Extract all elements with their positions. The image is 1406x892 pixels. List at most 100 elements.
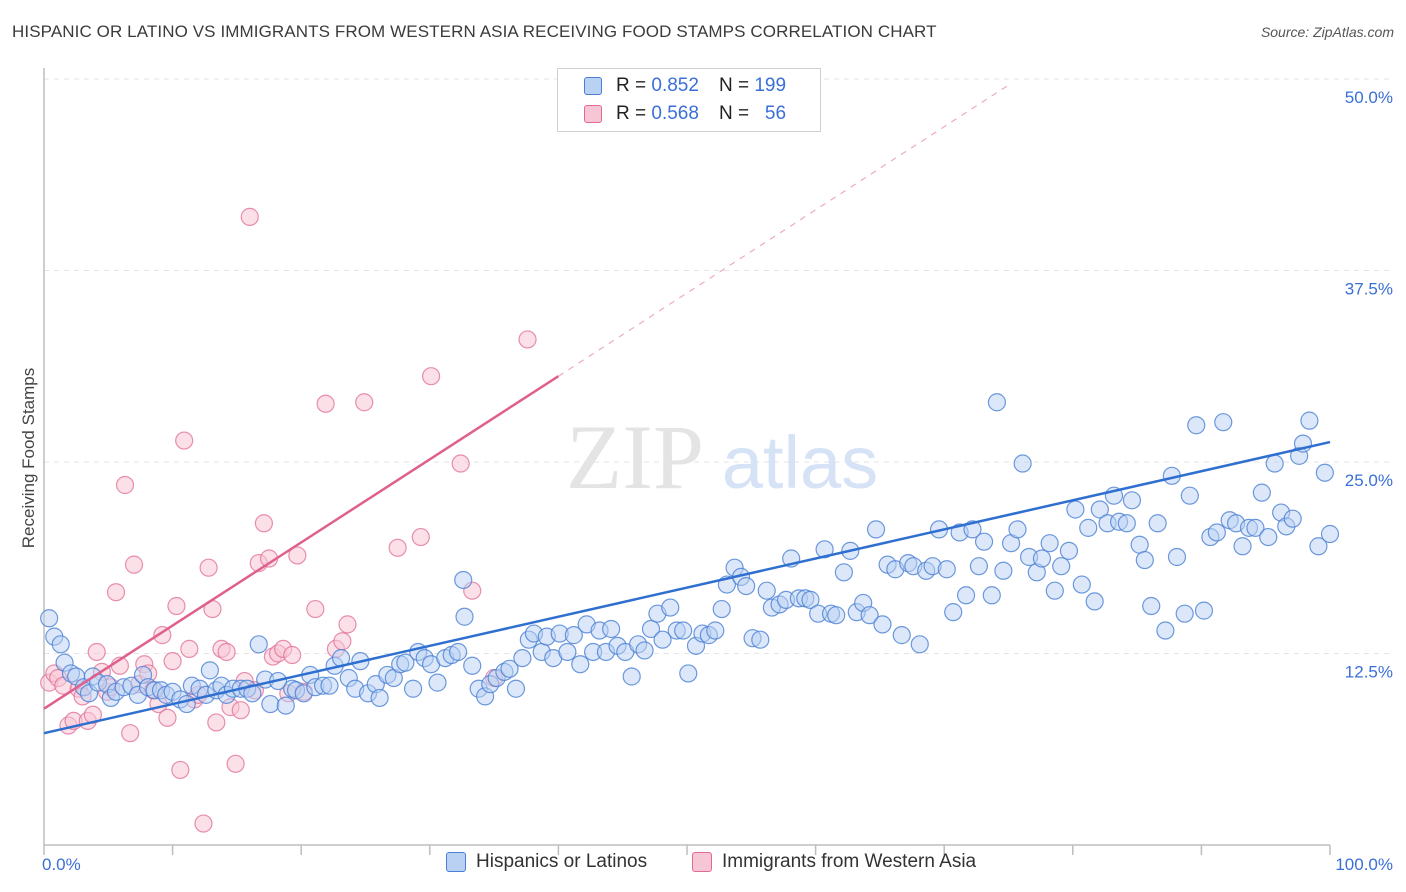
pink-point [316,394,335,413]
blue-point [987,393,1007,412]
blue-point [1233,537,1252,556]
pink-point [355,393,374,412]
blue-point [661,598,680,617]
blue-point [370,688,389,708]
blue-point [40,609,59,628]
blue-point [860,606,879,625]
pink-point [163,652,182,671]
blue-point [757,581,776,600]
y-axis-label: Receiving Food Stamps [19,368,38,548]
blue-point [937,560,956,579]
blue-point [249,635,268,654]
blue-point [994,561,1013,580]
pink-point [171,760,190,780]
blue-point [827,606,846,625]
legend-n-value: 56 [764,103,787,124]
blue-point [653,630,672,649]
legend-label-western-asia: Immigrants from Western Asia [722,851,977,872]
blue-point [1148,514,1167,533]
blue-point [1207,523,1226,542]
pink-point [106,583,126,602]
blue-point [1214,413,1233,432]
y-tick-label: 25.0% [1345,471,1393,490]
pink-point [338,615,357,634]
blue-point [513,648,532,668]
legend-n-label: N = [718,75,750,96]
pink-trend-line [43,375,560,710]
correlation-legend: R = 0.852 N = 199 R = 0.568 N = 56 [557,68,821,132]
blue-point [200,661,219,680]
pink-point [226,754,245,773]
blue-point [834,563,853,582]
blue-point [1246,518,1265,537]
legend-swatch-blue [584,77,602,95]
blue-point [1167,547,1187,567]
pink-point [411,527,430,547]
blue-point [674,621,693,640]
blue-point [712,599,731,619]
blue-point [1130,535,1149,554]
pink-point [451,454,470,473]
pink-point [288,546,307,565]
pink-point [388,538,407,557]
legend-row-western-asia: R = 0.568 N = 56 [584,101,786,127]
blue-point [454,570,473,590]
pink-point [175,431,194,450]
blue-point [448,642,468,662]
x-tick-label: 0.0% [42,855,81,874]
blue-point [1079,518,1098,537]
blue-point [1117,514,1136,533]
blue-point [1085,592,1104,611]
legend-n-label: N = [718,103,750,124]
legend-n-value: 199 [754,75,787,96]
blue-point [1315,463,1334,482]
blue-point [1156,621,1175,640]
pink-point [240,207,259,226]
blue-point [1175,604,1194,623]
blue-point [1122,491,1142,510]
blue-point [403,679,423,698]
pink-point [254,514,274,533]
blue-point [866,520,886,539]
pink-point [124,555,144,574]
legend-row-hispanic: R = 0.852 N = 199 [584,73,786,99]
blue-point [944,603,963,622]
tick-labels: 12.5% 25.0% 37.5% 50.0% 0.0% 100.0% [42,88,1393,874]
pink-point [115,475,135,495]
blue-point [1187,416,1206,435]
pink-point [217,642,236,662]
blue-series-points [40,393,1340,715]
pink-point [231,701,250,720]
blue-point [51,635,70,654]
pink-point [333,632,352,651]
blue-point [500,659,519,678]
blue-point [1040,534,1059,553]
blue-point [974,532,994,551]
legend-r-value: 0.568 [651,103,699,124]
blue-point [1032,549,1052,568]
blue-point [1052,557,1071,576]
blue-point [969,557,989,576]
blue-point [1135,550,1154,570]
blue-point [679,664,698,683]
blue-point [261,694,280,714]
pink-point [283,645,302,665]
blue-point [428,673,447,692]
pink-point [306,599,325,619]
blue-trend-line [43,440,1331,735]
blue-point [1066,500,1085,519]
pink-trend-extension [558,84,1009,377]
pink-point [158,708,177,727]
pink-point [194,814,213,833]
y-tick-label: 50.0% [1345,88,1393,107]
blue-point [1194,601,1214,620]
blue-point [1259,527,1278,547]
blue-point [1265,454,1284,473]
legend-item-western-asia[interactable]: Immigrants from Western Asia [692,851,976,873]
legend-item-hispanics[interactable]: Hispanics or Latinos [446,851,647,873]
blue-point [1072,575,1091,594]
legend-r-label: R = [616,75,647,96]
trend-lines [43,84,1331,735]
pink-point [207,713,226,732]
blue-point [751,630,770,649]
